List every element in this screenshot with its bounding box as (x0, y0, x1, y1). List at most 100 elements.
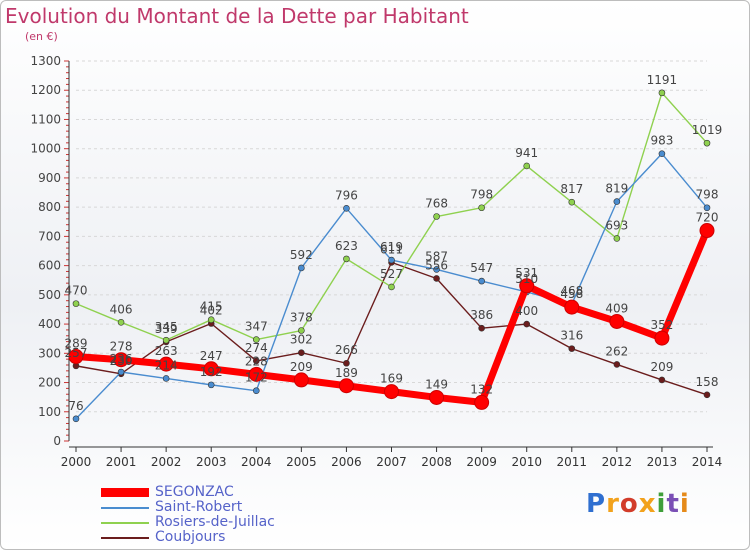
x-tick-label: 2013 (647, 455, 678, 469)
data-point (658, 89, 666, 97)
x-tick-label: 2010 (511, 455, 542, 469)
data-label: 1019 (692, 123, 723, 137)
data-point (474, 394, 490, 410)
data-label: 798 (696, 188, 719, 202)
data-label: 796 (335, 188, 358, 202)
legend-swatch (101, 506, 149, 509)
legend-item: Rosiers-de-Juillac (101, 515, 275, 530)
x-tick-label: 2002 (151, 455, 182, 469)
data-point (298, 349, 305, 357)
legend-item: Saint-Robert (101, 500, 275, 515)
data-point (388, 256, 395, 264)
data-point (523, 162, 531, 170)
data-point (117, 319, 125, 326)
legend-item: Coubjours (101, 530, 275, 545)
data-point (609, 313, 625, 329)
data-point (68, 349, 84, 365)
data-point (564, 299, 580, 315)
data-label: 819 (605, 182, 628, 196)
legend-label: SEGONZAC (155, 484, 234, 500)
data-point (252, 336, 260, 343)
data-label: 316 (560, 329, 583, 343)
data-label: 1191 (647, 73, 678, 87)
data-label: 247 (200, 349, 223, 363)
data-point (703, 204, 711, 212)
data-label: 289 (65, 337, 88, 351)
data-label: 468 (560, 284, 583, 298)
data-label: 592 (290, 248, 313, 262)
data-label: 623 (335, 239, 358, 253)
x-tick-label: 2003 (196, 455, 227, 469)
data-label: 214 (155, 358, 178, 372)
data-label: 347 (245, 320, 268, 334)
x-tick-label: 2004 (241, 455, 272, 469)
data-label: 345 (155, 320, 178, 334)
data-label: 230 (110, 354, 133, 368)
data-label: 510 (515, 272, 538, 286)
legend-swatch (101, 488, 149, 497)
data-label: 817 (560, 182, 583, 196)
data-point (117, 368, 125, 376)
data-label: 263 (155, 344, 178, 358)
data-label: 172 (245, 371, 268, 385)
data-label: 406 (110, 302, 133, 316)
y-tick-label: 700 (38, 229, 61, 243)
data-point (203, 361, 219, 377)
data-label: 158 (696, 375, 719, 389)
data-point (523, 320, 531, 328)
y-tick-label: 100 (38, 405, 61, 419)
legend-swatch (101, 521, 149, 524)
data-point (72, 300, 80, 307)
data-label: 619 (380, 240, 403, 254)
data-label: 409 (605, 301, 628, 315)
data-label: 76 (68, 399, 83, 413)
y-tick-label: 600 (38, 259, 61, 273)
data-label: 257 (65, 346, 88, 360)
data-label: 228 (245, 354, 268, 368)
y-tick-label: 0 (53, 434, 61, 448)
data-point (158, 356, 174, 372)
data-point (658, 376, 666, 384)
data-label: 415 (200, 300, 223, 314)
data-label: 149 (425, 377, 448, 391)
logo-letter: t (666, 489, 680, 519)
data-point (343, 255, 350, 263)
data-label: 132 (470, 382, 493, 396)
chart-subtitle: (en €) (25, 30, 58, 43)
data-label: 400 (515, 304, 538, 318)
data-label: 236 (110, 352, 133, 366)
logo-letter: i (656, 489, 667, 519)
data-label: 983 (650, 134, 673, 148)
data-label: 302 (290, 333, 313, 347)
data-point (298, 327, 305, 334)
data-point (519, 278, 535, 294)
legend-label: Saint-Robert (155, 499, 243, 515)
data-label: 556 (425, 258, 448, 272)
data-point (207, 381, 215, 389)
data-point (252, 357, 260, 365)
data-label: 352 (650, 318, 673, 332)
data-label: 458 (560, 287, 583, 301)
y-tick-label: 400 (38, 317, 61, 331)
data-label: 209 (650, 360, 673, 374)
x-tick-label: 2006 (331, 455, 362, 469)
legend-item: SEGONZAC (101, 485, 275, 500)
data-label: 386 (470, 308, 493, 322)
data-label: 693 (605, 218, 628, 232)
data-point (699, 223, 715, 239)
data-point (384, 384, 399, 400)
data-label: 527 (380, 267, 403, 281)
data-point (568, 198, 576, 206)
y-tick-label: 500 (38, 288, 61, 302)
data-point (433, 275, 440, 282)
data-point (654, 330, 670, 346)
data-label: 266 (335, 343, 358, 357)
legend-label: Coubjours (155, 529, 226, 545)
data-point (162, 336, 170, 344)
data-label: 470 (65, 284, 88, 298)
data-label: 547 (470, 261, 493, 275)
y-tick-label: 800 (38, 200, 61, 214)
data-point (429, 389, 445, 405)
